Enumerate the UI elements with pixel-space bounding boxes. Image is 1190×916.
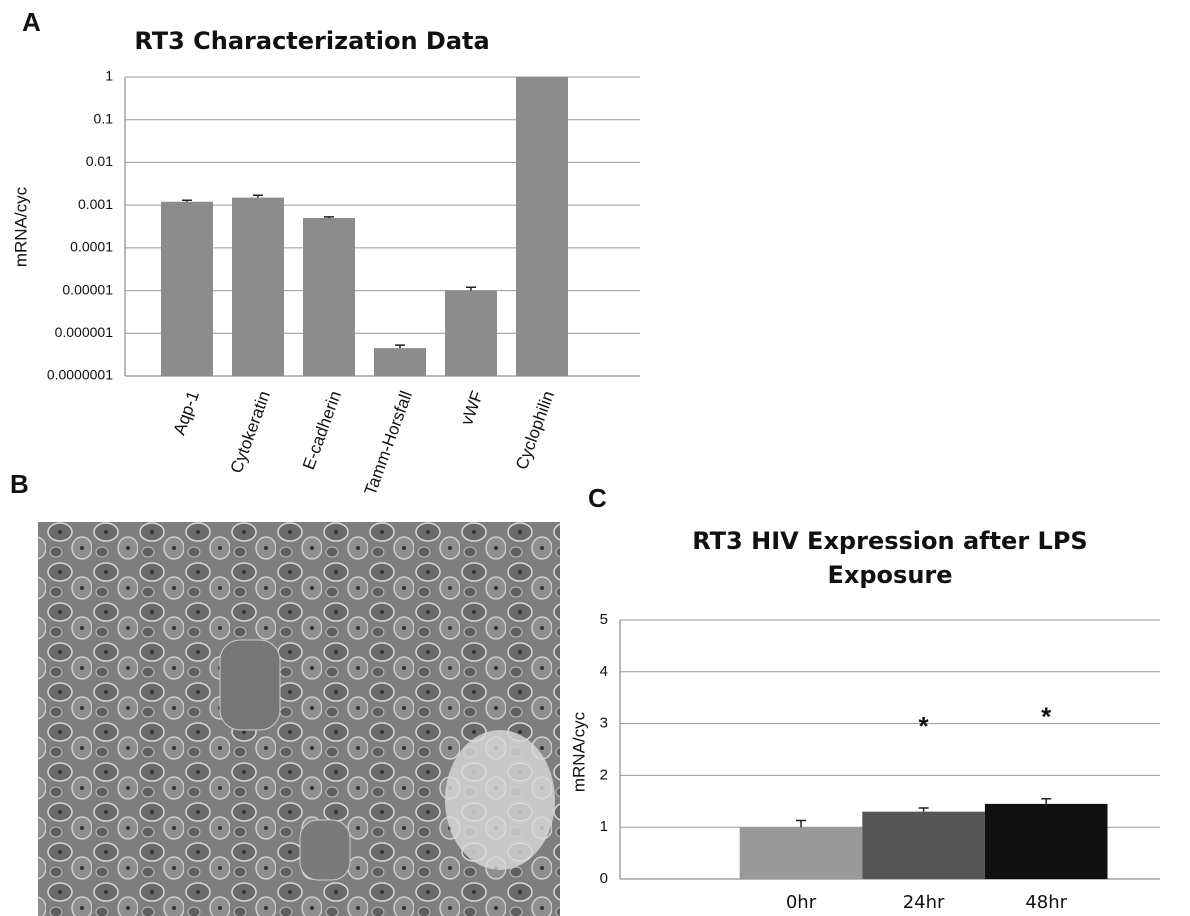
y-tick-label: 1 [600, 818, 608, 835]
y-tick-label: 4 [600, 663, 608, 680]
error-bar [395, 344, 405, 349]
x-tick-label: Aqp-1 [170, 388, 203, 437]
bar [862, 811, 985, 879]
x-tick-label: E-cadherin [299, 388, 345, 472]
bar [445, 290, 497, 376]
y-axis-label: mRNA/cyc [11, 186, 30, 267]
error-bar [324, 216, 334, 219]
micrograph-bright-area [445, 730, 555, 870]
x-tick-label: Tamm-Horsfall [361, 388, 416, 497]
error-bar [1041, 797, 1052, 804]
y-tick-label: 5 [600, 611, 608, 628]
chart-title: RT3 Characterization Data [134, 27, 489, 55]
panel-label: C [588, 483, 607, 513]
error-bar [918, 807, 929, 812]
y-tick-label: 0.1 [94, 110, 114, 126]
bar [232, 197, 284, 376]
y-tick-label: 0.001 [78, 196, 113, 212]
bar [374, 348, 426, 376]
bar [516, 77, 568, 376]
error-bar [182, 199, 192, 202]
error-bar [796, 819, 806, 828]
error-bar [466, 286, 476, 291]
bar [984, 803, 1108, 879]
panel-label: B [10, 469, 29, 499]
bar [161, 201, 213, 376]
bar [303, 218, 355, 376]
bar [739, 827, 863, 879]
chart-title: RT3 HIV Expression after LPS Exposure [692, 527, 1088, 589]
y-tick-label: 2 [600, 766, 608, 783]
y-tick-label: 3 [600, 715, 608, 732]
y-tick-label: 0.0000001 [47, 367, 113, 383]
x-tick-label: Cytokeratin [227, 388, 274, 475]
y-tick-label: 1 [105, 68, 113, 84]
panel-label: A [22, 7, 41, 37]
y-tick-label: 0.000001 [55, 324, 114, 340]
micrograph-cell [219, 639, 281, 731]
y-tick-label: 0.00001 [62, 281, 113, 297]
error-bar [253, 194, 263, 198]
annotation: * [919, 711, 930, 741]
x-tick-label: Cyclophilin [512, 388, 558, 472]
x-tick-label: 48hr [1025, 892, 1067, 913]
x-tick-label: vWF [457, 388, 487, 427]
y-axis-label: mRNA/cyc [569, 711, 588, 792]
y-tick-label: 0.01 [86, 153, 113, 169]
annotation: * [1041, 702, 1052, 732]
y-tick-label: 0.0001 [70, 239, 113, 255]
x-tick-label: 24hr [903, 892, 945, 913]
x-tick-label: 0hr [786, 892, 817, 913]
y-tick-label: 0 [600, 870, 608, 887]
micrograph-cell [299, 819, 351, 881]
